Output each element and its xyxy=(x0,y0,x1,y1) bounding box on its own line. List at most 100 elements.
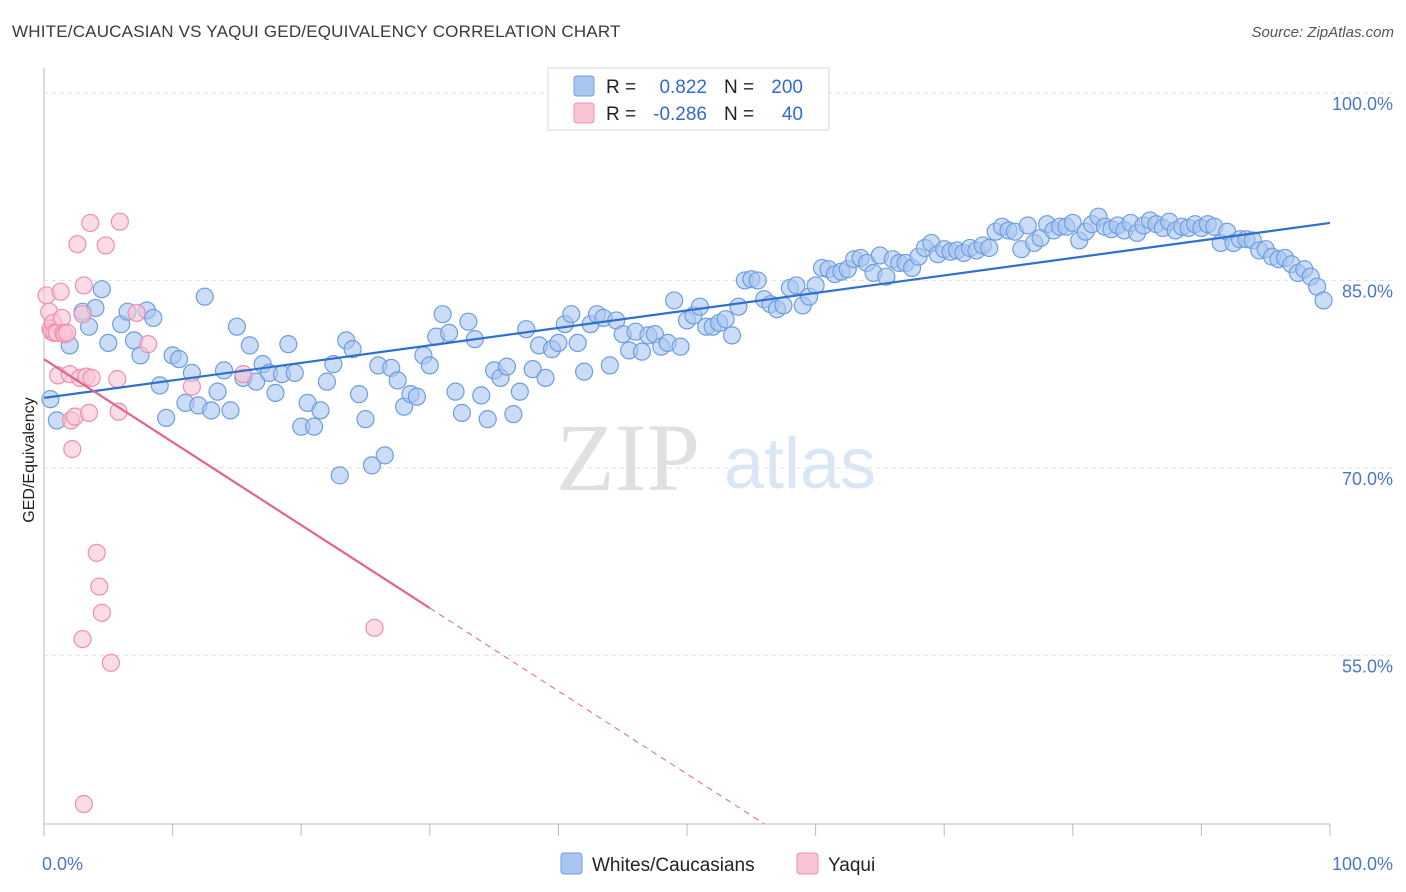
point-whites xyxy=(157,408,176,427)
bottom-legend-swatch-whites xyxy=(560,852,583,875)
axes xyxy=(43,68,1331,836)
legend-r-value-1: -0.286 xyxy=(653,104,707,125)
point-yaqui xyxy=(82,368,101,387)
point-whites xyxy=(472,386,491,405)
legend-swatch-whites xyxy=(573,75,595,97)
point-whites xyxy=(1063,213,1082,233)
y-tick-label: 55.0% xyxy=(1342,656,1393,676)
point-whites xyxy=(388,371,407,390)
point-yaqui xyxy=(63,440,82,459)
point-yaqui xyxy=(81,213,100,233)
point-whites xyxy=(266,383,285,402)
point-yaqui xyxy=(96,236,115,255)
legend-swatch-yaqui xyxy=(573,102,595,124)
point-whites xyxy=(510,382,529,401)
point-whites xyxy=(240,336,259,355)
series-whites-caucasians xyxy=(41,207,1333,485)
point-whites xyxy=(311,401,330,420)
point-yaqui xyxy=(234,365,253,384)
point-whites xyxy=(632,342,652,361)
point-yaqui xyxy=(110,212,129,231)
point-yaqui xyxy=(73,629,92,649)
point-yaqui xyxy=(127,303,146,323)
legend-n-label-1: N = xyxy=(724,104,754,125)
point-whites xyxy=(356,410,375,429)
point-yaqui xyxy=(139,335,158,354)
point-whites xyxy=(420,356,439,375)
bottom-legend-label-yaqui: Yaqui xyxy=(828,855,875,876)
point-whites xyxy=(722,326,742,345)
trend-line-whites xyxy=(43,221,1331,399)
point-whites xyxy=(208,382,227,401)
point-whites xyxy=(459,312,478,331)
x-tick-labels: 0.0% 100.0% xyxy=(42,854,1393,874)
point-yaqui xyxy=(182,377,201,396)
legend-box xyxy=(547,67,830,131)
legend-r-value-0: 0.822 xyxy=(659,77,707,98)
point-whites xyxy=(195,287,214,306)
point-whites xyxy=(169,350,189,369)
y-tick-label: 70.0% xyxy=(1342,469,1393,489)
point-whites xyxy=(690,297,709,316)
point-yaqui xyxy=(58,323,77,343)
point-whites xyxy=(343,340,362,359)
y-tick-labels: 100.0% 85.0% 70.0% 55.0% xyxy=(1332,94,1393,676)
point-yaqui xyxy=(74,276,93,295)
point-whites xyxy=(575,362,594,381)
point-whites xyxy=(433,305,452,324)
point-whites xyxy=(452,403,472,422)
point-yaqui xyxy=(68,235,87,254)
point-whites xyxy=(330,466,349,485)
point-yaqui xyxy=(101,653,120,672)
point-whites xyxy=(202,401,221,420)
watermark-zip: ZIP xyxy=(556,404,700,511)
point-whites xyxy=(600,356,619,375)
point-whites xyxy=(536,368,555,387)
point-whites xyxy=(92,280,111,299)
legend-r-label-1: R = xyxy=(606,104,636,125)
x-tick-label-start: 0.0% xyxy=(42,854,83,874)
point-whites xyxy=(446,382,465,401)
point-yaqui xyxy=(92,603,111,622)
point-whites xyxy=(671,337,690,356)
point-whites xyxy=(665,291,684,310)
point-yaqui xyxy=(87,543,106,562)
point-yaqui xyxy=(90,577,109,596)
point-whites xyxy=(497,357,517,376)
point-yaqui xyxy=(79,403,99,422)
x-tick-label-end: 100.0% xyxy=(1332,854,1393,874)
bottom-legend: Whites/Caucasians Yaqui xyxy=(560,852,875,876)
point-whites xyxy=(227,317,246,336)
point-whites xyxy=(980,238,999,258)
point-yaqui xyxy=(108,370,127,389)
legend-n-value-1: 40 xyxy=(782,104,803,125)
point-whites xyxy=(787,276,806,295)
trend-lines xyxy=(43,221,1331,825)
legend-n-value-0: 200 xyxy=(771,77,803,98)
trend-line-yaqui xyxy=(43,358,431,609)
y-axis-label: GED/Equivalency xyxy=(21,397,38,522)
y-tick-label: 100.0% xyxy=(1332,94,1393,114)
point-whites xyxy=(407,387,427,406)
point-yaqui xyxy=(74,794,93,814)
point-whites xyxy=(349,385,369,404)
point-whites xyxy=(99,333,118,353)
point-whites xyxy=(1314,291,1333,310)
legend-r-label-0: R = xyxy=(606,77,636,98)
point-whites xyxy=(285,363,304,382)
point-whites xyxy=(774,296,793,315)
point-whites xyxy=(716,310,735,329)
point-whites xyxy=(221,401,240,420)
point-whites xyxy=(214,361,234,380)
legend-n-label-0: N = xyxy=(724,77,754,98)
point-whites xyxy=(304,417,324,436)
y-tick-label: 85.0% xyxy=(1342,281,1393,301)
watermark-atlas: atlas xyxy=(724,424,876,504)
point-whites xyxy=(41,390,60,409)
point-yaqui xyxy=(365,618,384,637)
point-whites xyxy=(523,360,542,379)
point-whites xyxy=(439,323,459,343)
point-whites xyxy=(549,333,568,353)
point-whites xyxy=(504,405,523,424)
point-whites xyxy=(150,376,169,395)
